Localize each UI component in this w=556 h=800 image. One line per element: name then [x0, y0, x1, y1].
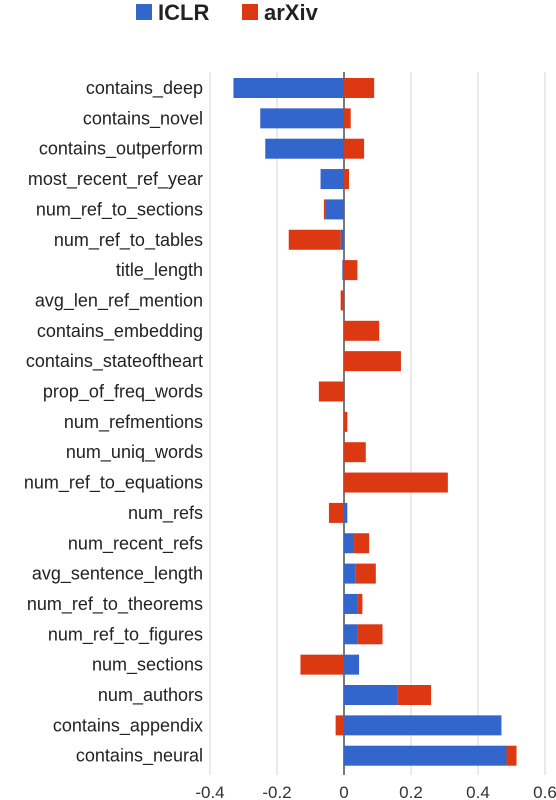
bar-iclr-num-ref-to-tables	[340, 229, 344, 250]
category-label: num_refmentions	[64, 412, 203, 433]
bar-arxiv-avg-len-ref-mention	[340, 290, 344, 311]
bar-arxiv-avg-sentence-length	[355, 563, 376, 584]
bar-arxiv-contains-novel	[344, 108, 351, 129]
bar-arxiv-num-ref-to-sections	[323, 199, 326, 220]
bar-iclr-num-authors	[344, 685, 398, 705]
bar-iclr-contains-deep	[233, 78, 344, 98]
bar-arxiv-contains-deep	[344, 78, 375, 98]
x-tick-label: 0.4	[466, 783, 490, 800]
bar-arxiv-most-recent-ref-year	[344, 169, 350, 190]
category-label: avg_sentence_length	[32, 564, 203, 585]
category-label: contains_novel	[83, 108, 203, 129]
category-label: title_length	[116, 260, 203, 281]
x-tick-label: -0.4	[195, 783, 224, 800]
category-label: num_sections	[92, 655, 203, 676]
bar-arxiv-num-ref-to-tables	[288, 229, 341, 250]
gridlines	[209, 72, 546, 775]
legend-swatch-iclr	[136, 4, 152, 20]
category-label: num_refs	[128, 503, 203, 524]
x-tick-label: -0.2	[262, 783, 291, 800]
category-label: num_ref_to_equations	[24, 473, 203, 494]
category-label: num_recent_refs	[68, 533, 203, 554]
bar-arxiv-num-sections	[300, 654, 344, 675]
category-label: num_ref_to_sections	[36, 199, 203, 220]
bar-arxiv-num-uniq-words	[344, 442, 366, 463]
bar-iclr-avg-sentence-length	[344, 563, 356, 584]
category-label: prop_of_freq_words	[43, 382, 203, 403]
category-labels: contains_deep contains_novel contains_outp…	[24, 78, 203, 767]
category-label: num_ref_to_theorems	[27, 594, 203, 615]
x-tick-label: 0.6	[533, 783, 556, 800]
bar-arxiv-num-recent-refs	[354, 533, 370, 554]
bar-iclr-title-length	[342, 260, 344, 281]
bar-iclr-contains-novel	[260, 108, 344, 129]
bar-arxiv-prop-of-freq-words	[318, 381, 344, 402]
bar-iclr-contains-appendix	[344, 715, 502, 736]
bar-iclr-num-ref-to-sections	[325, 199, 344, 220]
legend: ICLR arXiv	[136, 0, 319, 25]
category-label: most_recent_ref_year	[28, 169, 203, 190]
bar-iclr-contains-neural	[344, 745, 507, 766]
bar-arxiv-num-ref-to-figures	[357, 624, 383, 645]
category-label: num_uniq_words	[66, 442, 203, 463]
legend-label-iclr: ICLR	[158, 0, 209, 25]
bar-iclr-most-recent-ref-year	[320, 169, 344, 190]
category-label: contains_deep	[86, 78, 203, 99]
bar-arxiv-title-length	[344, 260, 358, 281]
category-label: num_ref_to_tables	[54, 230, 203, 251]
category-label: contains_appendix	[53, 715, 203, 736]
bar-arxiv-contains-outperform	[344, 138, 365, 159]
category-label: num_ref_to_figures	[48, 624, 203, 645]
bar-arxiv-num-refmentions	[344, 411, 348, 432]
category-label: contains_stateoftheart	[26, 351, 203, 372]
bar-arxiv-num-refs	[328, 502, 344, 523]
category-label: contains_neural	[76, 746, 203, 767]
bar-iclr-num-refs	[344, 502, 348, 523]
bar-iclr-num-sections	[344, 654, 360, 675]
bar-arxiv-contains-neural	[506, 745, 517, 766]
bar-arxiv-contains-embedding	[344, 320, 380, 341]
category-label: contains_embedding	[37, 321, 203, 342]
category-label: num_authors	[98, 685, 203, 706]
legend-swatch-arxiv	[242, 4, 258, 20]
bar-arxiv-contains-stateoftheart	[344, 351, 401, 372]
bar-arxiv-contains-appendix	[335, 715, 344, 736]
legend-label-arxiv: arXiv	[264, 0, 319, 25]
bar-iclr-num-recent-refs	[344, 533, 355, 554]
bar-iclr-num-ref-to-theorems	[344, 593, 358, 614]
category-label: avg_len_ref_mention	[35, 290, 203, 311]
bar-arxiv-num-ref-to-equations	[344, 472, 448, 493]
x-tick-label: 0.2	[399, 783, 423, 800]
bar-arxiv-num-ref-to-theorems	[357, 593, 363, 614]
category-label: contains_outperform	[39, 139, 203, 160]
x-axis-ticks: -0.4 -0.2 0 0.2 0.4 0.6	[195, 783, 556, 800]
x-tick-label: 0	[339, 783, 348, 800]
bar-arxiv-num-authors	[397, 685, 432, 705]
bars	[233, 78, 517, 766]
bar-iclr-num-ref-to-figures	[344, 624, 358, 645]
bar-iclr-contains-outperform	[265, 138, 344, 159]
